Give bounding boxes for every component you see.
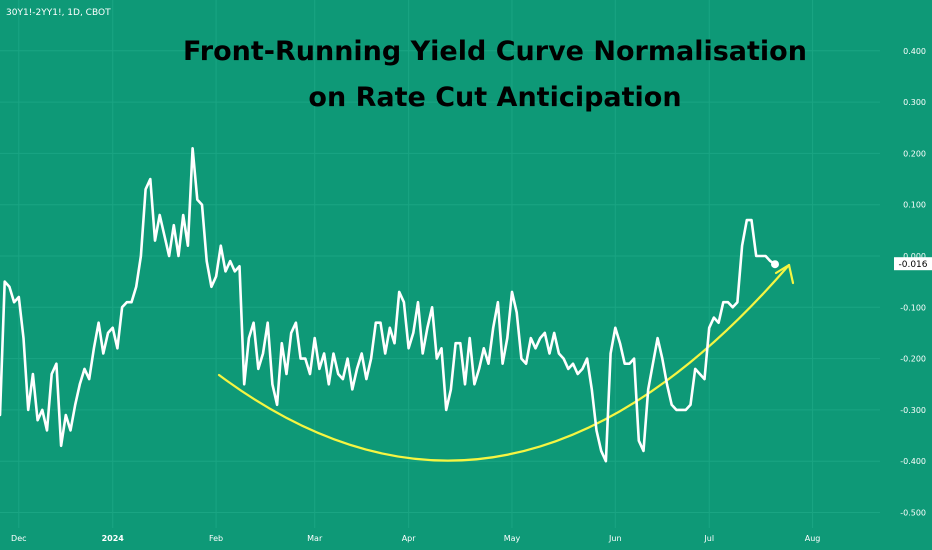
y-tick-label: -0.100 [900, 303, 926, 312]
y-tick-label: 0.100 [903, 201, 926, 210]
series-line [0, 147, 777, 463]
last-value-tag: -0.016 [894, 257, 932, 271]
y-tick-label: -0.200 [900, 355, 926, 364]
y-tick-label: 0.200 [903, 149, 926, 158]
x-tick-label: Apr [402, 534, 417, 543]
x-tick-label: May [504, 534, 521, 543]
x-tick-label: Jun [608, 534, 622, 543]
y-tick-label: 0.400 [903, 47, 926, 56]
x-tick-label: Dec [11, 534, 26, 543]
last-value-tag-box [894, 257, 932, 271]
x-tick-label: 2024 [102, 534, 125, 543]
chart-title-line-2: on Rate Cut Anticipation [308, 82, 681, 113]
series-points [0, 147, 776, 462]
last-value-label: -0.016 [898, 260, 927, 270]
x-gridlines [18, 0, 814, 528]
x-axis: Dec 2024 Feb Mar Apr May Jun Jul Aug [11, 534, 820, 543]
annotation-arrowhead [774, 263, 795, 285]
symbol-label: 30Y1!-2YY1!, 1D, CBOT [6, 8, 111, 18]
x-tick-label: Jul [703, 534, 714, 543]
x-tick-label: Feb [209, 534, 223, 543]
y-tick-label: -0.500 [900, 509, 926, 518]
y-tick-label: -0.400 [900, 457, 926, 466]
annotation-curve-arrow [217, 263, 791, 462]
x-tick-label: Aug [805, 534, 821, 543]
y-axis: 0.400 0.300 0.200 0.100 0.000 -0.100 -0.200 -0.… [900, 47, 926, 518]
chart-title-line-1: Front-Running Yield Curve Normalisation [183, 36, 807, 67]
x-tick-label: Mar [307, 534, 323, 543]
y-tick-label: 0.000 [903, 252, 926, 261]
y-gridlines [0, 50, 880, 513]
last-point-marker [771, 260, 779, 269]
y-tick-label: -0.300 [900, 406, 926, 415]
y-tick-label: 0.300 [903, 98, 926, 107]
